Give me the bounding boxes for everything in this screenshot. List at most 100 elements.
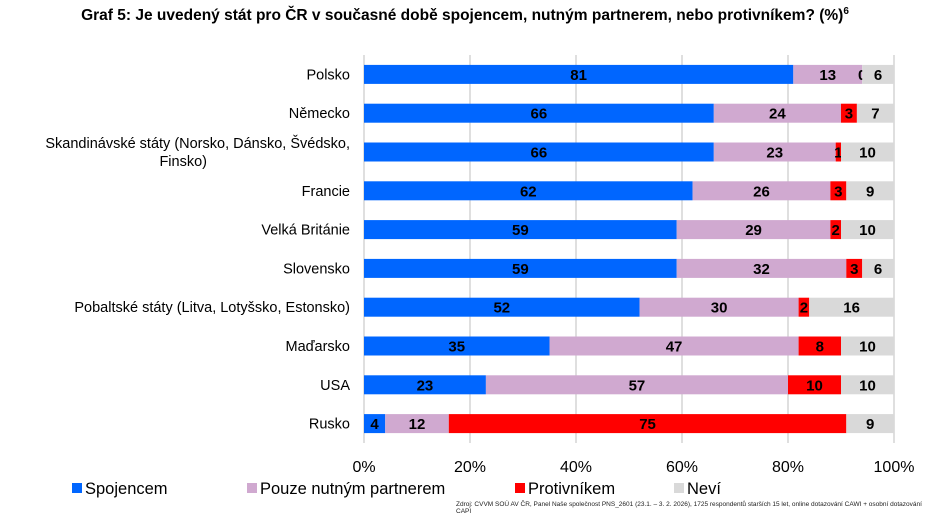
data-label: 81 [570, 67, 587, 84]
bar-segment [798, 297, 810, 317]
data-label: 6 [874, 67, 882, 84]
category-label: Francie [302, 184, 350, 200]
data-label: 66 [531, 106, 548, 123]
title-text: Graf 5: Je uvedený stát pro ČR v současn… [81, 7, 844, 25]
bar-segment [846, 181, 894, 201]
data-label: 2 [800, 300, 808, 317]
bar-segment [713, 103, 841, 123]
category-label: Polsko [306, 67, 350, 83]
bar-segment [364, 103, 714, 123]
data-label: 3 [850, 261, 858, 278]
data-label: 16 [843, 300, 860, 317]
bar-segment [841, 142, 894, 162]
data-label: 62 [520, 183, 537, 200]
bar-segment [856, 103, 894, 123]
bar-segment [385, 414, 449, 434]
category-label: Německo [289, 106, 350, 122]
bar-segment [835, 142, 841, 162]
data-label: 6 [874, 261, 882, 278]
category-label: Velká Británie [261, 223, 350, 239]
data-label: 8 [816, 339, 824, 356]
legend-swatch [674, 483, 684, 493]
data-label: 3 [834, 183, 842, 200]
x-tick-label: 60% [666, 459, 698, 476]
bar-segment [364, 375, 486, 395]
bar-segment [841, 336, 894, 356]
bar-segment [862, 64, 894, 84]
bar-segment [364, 336, 550, 356]
data-label: 4 [370, 416, 379, 433]
chart-title: Graf 5: Je uvedený stát pro ČR v současn… [0, 6, 930, 25]
bar-segment [830, 220, 841, 240]
data-label: 12 [409, 416, 426, 433]
bar-segment [846, 258, 863, 278]
bar-segment [841, 103, 857, 123]
title-footnote: 6 [843, 6, 849, 17]
legend-swatch [515, 483, 525, 493]
legend-label: Protivníkem [528, 480, 615, 498]
legend-label: Pouze nutným partnerem [260, 480, 445, 498]
bar-segment [793, 64, 863, 84]
data-label: 59 [512, 261, 529, 278]
bar-segment [676, 220, 831, 240]
x-tick-label: 100% [874, 459, 915, 476]
x-tick-label: 40% [560, 459, 592, 476]
bar-segment [841, 220, 894, 240]
data-label: 23 [766, 145, 783, 162]
bar-segment [448, 414, 847, 434]
bar-segment [364, 64, 794, 84]
bar-segment [364, 414, 386, 434]
data-label: 57 [629, 377, 646, 394]
bar-segment [676, 258, 847, 278]
data-label: 35 [448, 339, 465, 356]
x-tick-label: 80% [772, 459, 804, 476]
data-label: 10 [859, 145, 876, 162]
bar-segment [841, 375, 894, 395]
category-label: Rusko [309, 417, 350, 433]
bar-segment [364, 181, 693, 201]
bar-segment [692, 181, 831, 201]
bar-segment [798, 336, 841, 356]
data-label: 47 [666, 339, 683, 356]
source-note: Zdroj: CVVM SOÚ AV ČR, Panel Naše společ… [456, 501, 922, 515]
data-label: 30 [711, 300, 728, 317]
data-label: 10 [859, 377, 876, 394]
data-label: 13 [819, 67, 836, 84]
data-label: 59 [512, 222, 529, 239]
data-label: 26 [753, 183, 770, 200]
data-label: 2 [832, 222, 840, 239]
bar-segment [364, 258, 677, 278]
data-label: 1 [834, 145, 842, 162]
category-label: Skandinávské státy (Norsko, Dánsko, Švéd… [45, 135, 350, 170]
bar-segment [549, 336, 799, 356]
bar-segment [713, 142, 836, 162]
data-label: 23 [417, 377, 434, 394]
data-label: 52 [493, 300, 510, 317]
data-label: 75 [639, 416, 656, 433]
legend-label: Spojencem [85, 480, 168, 498]
data-label: 7 [871, 106, 879, 123]
data-label: 3 [845, 106, 853, 123]
bar-segment [788, 375, 841, 395]
category-label: Maďarsko [285, 339, 350, 355]
data-label: 29 [745, 222, 762, 239]
category-label: USA [320, 378, 350, 394]
bar-segment [485, 375, 788, 395]
x-tick-label: 0% [352, 459, 375, 476]
bar-segment [846, 414, 894, 434]
bar-segment [862, 258, 894, 278]
legend-label: Neví [687, 480, 721, 498]
bar-segment [364, 297, 640, 317]
data-label: 32 [753, 261, 770, 278]
data-label: 9 [866, 416, 874, 433]
category-label: Pobaltské státy (Litva, Lotyšsko, Estons… [74, 300, 350, 316]
legend-swatch [247, 483, 257, 493]
data-label: 10 [806, 377, 823, 394]
bar-segment [639, 297, 799, 317]
data-label: 9 [866, 183, 874, 200]
bar-segment [830, 181, 847, 201]
data-label: 66 [531, 145, 548, 162]
data-label: 10 [859, 339, 876, 356]
category-label: Slovensko [283, 261, 350, 277]
